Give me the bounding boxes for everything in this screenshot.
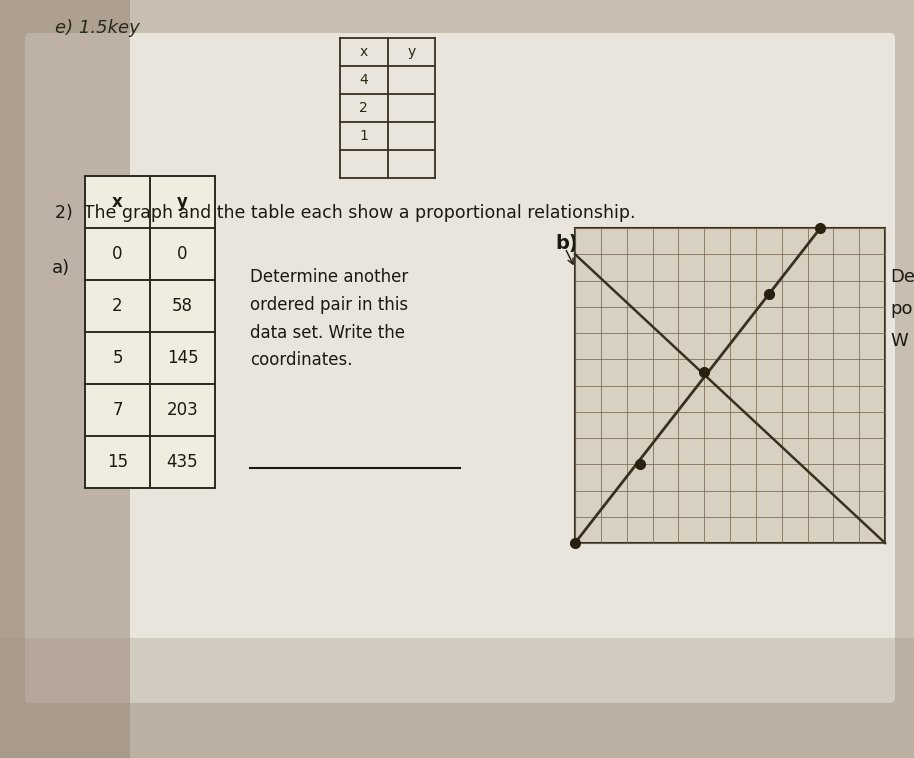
- Text: 435: 435: [166, 453, 198, 471]
- Text: 2: 2: [359, 101, 368, 115]
- Text: 5: 5: [112, 349, 122, 367]
- Text: 7: 7: [112, 401, 122, 419]
- Text: b): b): [555, 233, 578, 252]
- Text: 1: 1: [359, 129, 368, 143]
- Text: 0: 0: [112, 245, 122, 263]
- Text: 15: 15: [107, 453, 128, 471]
- Text: 0: 0: [177, 245, 187, 263]
- Text: a): a): [52, 259, 70, 277]
- Text: De
po
W: De po W: [890, 268, 914, 350]
- Text: e) 1.5key: e) 1.5key: [55, 19, 140, 37]
- Bar: [85, 176, 215, 488]
- Text: 203: 203: [166, 401, 198, 419]
- Text: Determine another
ordered pair in this
data set. Write the
coordinates.: Determine another ordered pair in this d…: [250, 268, 409, 369]
- Text: x: x: [359, 45, 367, 59]
- Bar: [0, 638, 914, 758]
- Text: x: x: [112, 193, 122, 211]
- Text: y: y: [407, 45, 415, 59]
- FancyBboxPatch shape: [25, 33, 895, 703]
- Text: 2: 2: [112, 297, 122, 315]
- Text: 58: 58: [172, 297, 193, 315]
- Text: y: y: [177, 193, 188, 211]
- Text: 145: 145: [166, 349, 198, 367]
- Bar: [575, 228, 885, 543]
- Text: 2)  The graph and the table each show a proportional relationship.: 2) The graph and the table each show a p…: [55, 204, 635, 222]
- Text: 4: 4: [359, 73, 368, 87]
- Bar: [0, 0, 130, 758]
